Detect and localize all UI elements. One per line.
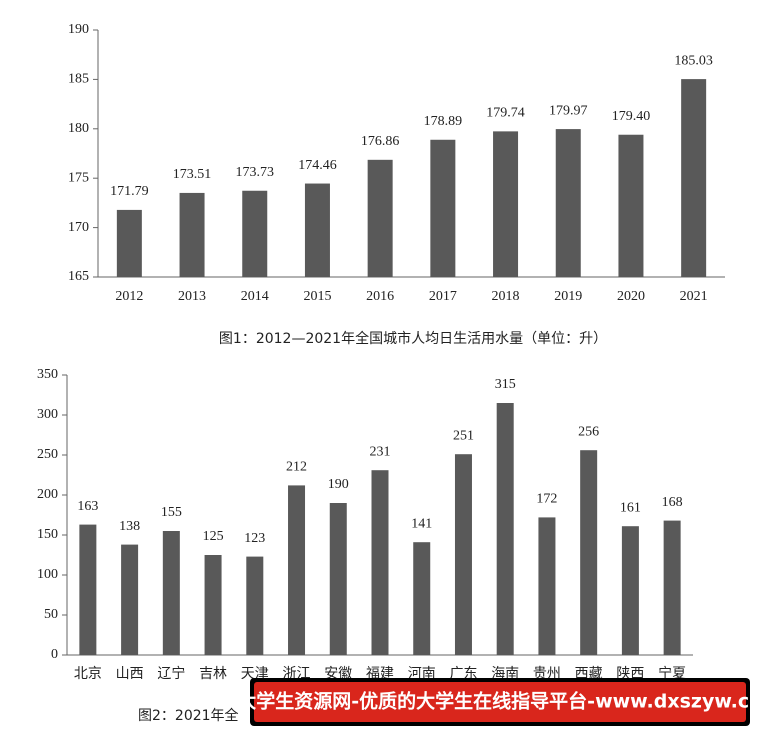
y-tick-label: 0 bbox=[51, 647, 58, 662]
value-label: 178.89 bbox=[424, 114, 463, 129]
bar bbox=[246, 556, 264, 655]
x-tick-label: 2021 bbox=[680, 289, 708, 304]
value-label: 125 bbox=[203, 529, 224, 544]
y-tick-label: 300 bbox=[37, 407, 58, 422]
value-label: 123 bbox=[244, 531, 265, 546]
bar bbox=[555, 129, 581, 277]
value-label: 173.73 bbox=[236, 165, 275, 180]
value-label: 172 bbox=[536, 492, 557, 507]
bar bbox=[681, 79, 707, 277]
bar bbox=[493, 131, 519, 277]
bar bbox=[496, 403, 514, 655]
value-label: 179.74 bbox=[486, 106, 525, 121]
value-label: 179.97 bbox=[549, 103, 588, 118]
bar bbox=[454, 454, 472, 655]
y-tick-label: 250 bbox=[37, 447, 58, 462]
x-tick-label: 2016 bbox=[366, 289, 394, 304]
bar bbox=[621, 526, 639, 655]
y-tick-label: 200 bbox=[37, 487, 58, 502]
y-tick-label: 100 bbox=[37, 567, 58, 582]
bar bbox=[288, 485, 306, 655]
x-tick-label: 2020 bbox=[617, 289, 645, 304]
x-tick-label: 2019 bbox=[554, 289, 582, 304]
value-label: 161 bbox=[620, 500, 641, 515]
bar bbox=[538, 517, 556, 655]
bar bbox=[580, 450, 598, 655]
watermark-banner: 大学生资源网-优质的大学生在线指导平台-www.dxszyw.cn bbox=[237, 678, 757, 726]
value-label: 185.03 bbox=[674, 53, 713, 68]
y-tick-label: 190 bbox=[68, 22, 89, 37]
bar bbox=[367, 159, 393, 277]
bar bbox=[179, 192, 205, 277]
bar bbox=[618, 134, 644, 277]
x-tick-label: 2013 bbox=[178, 289, 206, 304]
value-label: 212 bbox=[286, 460, 307, 475]
y-tick-label: 350 bbox=[37, 367, 58, 382]
x-tick-label: 2018 bbox=[492, 289, 520, 304]
y-tick-label: 185 bbox=[68, 72, 89, 87]
chart-title: 图1：2012—2021年全国城市人均日生活用水量（单位：升） bbox=[219, 330, 607, 347]
x-tick-label: 宁夏 bbox=[658, 665, 686, 682]
chart-title: 图2：2021年全 bbox=[138, 707, 239, 724]
y-tick-label: 150 bbox=[37, 527, 58, 542]
x-tick-label: 山西 bbox=[116, 666, 144, 682]
y-tick-label: 180 bbox=[68, 121, 89, 136]
value-label: 173.51 bbox=[173, 167, 212, 182]
x-tick-label: 吉林 bbox=[199, 666, 227, 682]
value-label: 176.86 bbox=[361, 134, 400, 149]
bar bbox=[413, 542, 431, 655]
bar bbox=[304, 183, 330, 277]
value-label: 174.46 bbox=[298, 158, 337, 173]
value-label: 315 bbox=[495, 377, 516, 392]
value-label: 190 bbox=[328, 477, 349, 492]
bar bbox=[371, 470, 389, 655]
bar bbox=[79, 524, 97, 655]
value-label: 251 bbox=[453, 428, 474, 443]
y-tick-label: 170 bbox=[68, 220, 89, 235]
x-tick-label: 北京 bbox=[74, 666, 102, 682]
bar bbox=[329, 503, 347, 655]
watermark-text: 大学生资源网-优质的大学生在线指导平台-www.dxszyw.cn bbox=[237, 690, 757, 713]
banner-bg bbox=[254, 682, 746, 722]
bar bbox=[663, 520, 681, 655]
y-tick-label: 50 bbox=[44, 607, 58, 622]
value-label: 155 bbox=[161, 505, 182, 520]
value-label: 171.79 bbox=[110, 184, 149, 199]
value-label: 168 bbox=[662, 495, 683, 510]
value-label: 163 bbox=[77, 499, 98, 514]
value-label: 231 bbox=[370, 444, 391, 459]
bar bbox=[121, 544, 139, 655]
value-label: 141 bbox=[411, 516, 432, 531]
value-label: 138 bbox=[119, 519, 140, 534]
bar bbox=[204, 555, 222, 655]
x-tick-label: 2017 bbox=[429, 289, 457, 304]
bar bbox=[242, 190, 268, 277]
y-tick-label: 165 bbox=[68, 269, 89, 284]
x-tick-label: 2014 bbox=[241, 289, 269, 304]
bar bbox=[162, 531, 180, 655]
x-tick-label: 辽宁 bbox=[157, 665, 185, 682]
bar bbox=[430, 139, 456, 277]
x-tick-label: 2012 bbox=[115, 289, 143, 304]
y-tick-label: 175 bbox=[68, 170, 89, 185]
value-label: 179.40 bbox=[612, 109, 651, 124]
x-tick-label: 2015 bbox=[303, 289, 331, 304]
bar bbox=[116, 209, 142, 277]
value-label: 256 bbox=[578, 424, 599, 439]
